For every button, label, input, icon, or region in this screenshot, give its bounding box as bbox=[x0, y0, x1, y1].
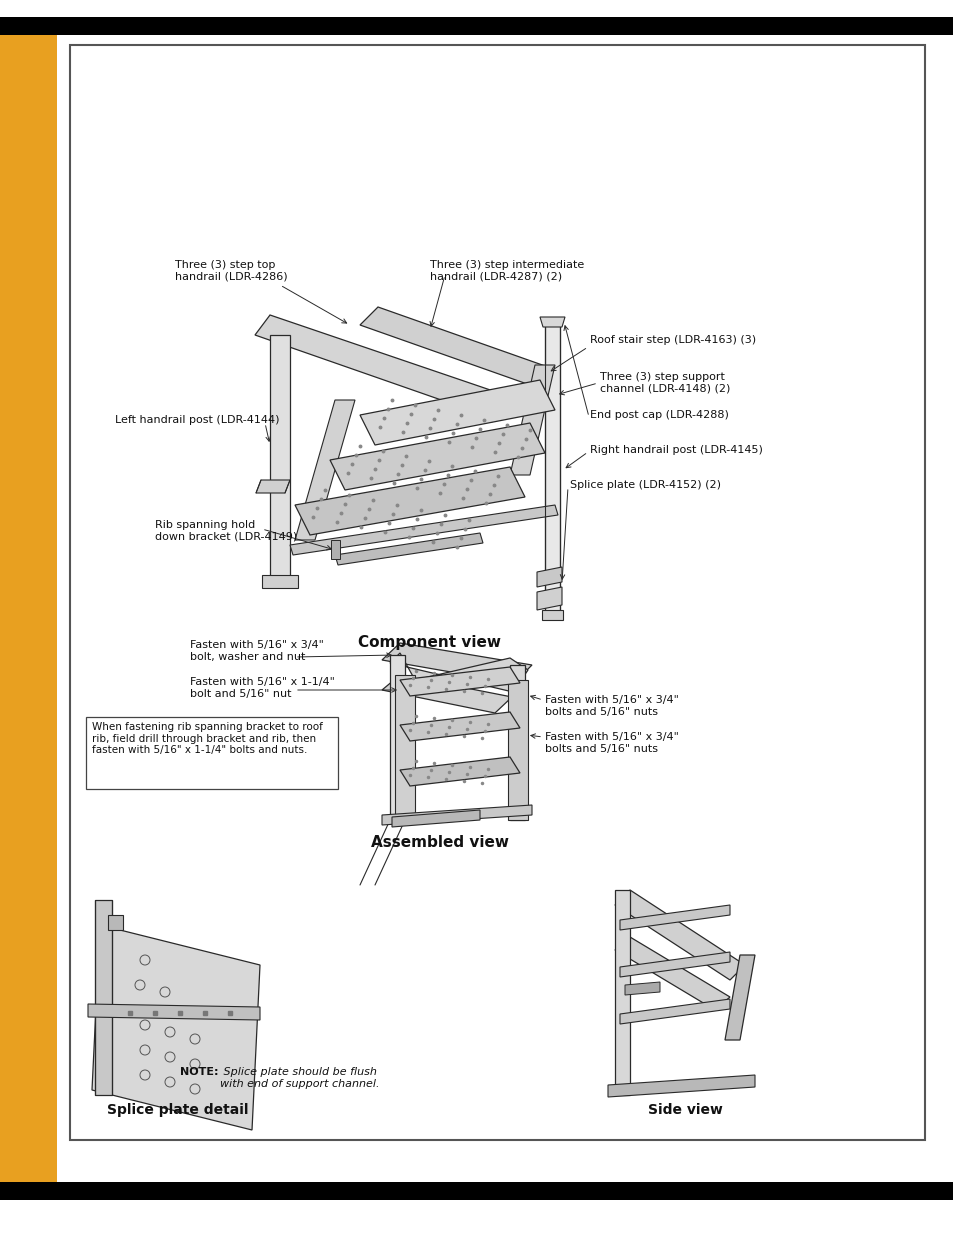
Text: Splice plate (LDR-4152) (2): Splice plate (LDR-4152) (2) bbox=[569, 480, 720, 490]
Polygon shape bbox=[270, 335, 290, 585]
Polygon shape bbox=[507, 680, 527, 820]
Polygon shape bbox=[615, 937, 729, 1010]
FancyBboxPatch shape bbox=[86, 718, 337, 789]
Polygon shape bbox=[539, 317, 564, 327]
Polygon shape bbox=[537, 587, 561, 610]
Polygon shape bbox=[488, 395, 510, 422]
Text: Splice plate detail: Splice plate detail bbox=[107, 1103, 249, 1116]
Polygon shape bbox=[390, 653, 527, 692]
Polygon shape bbox=[330, 424, 544, 490]
Text: Fasten with 5/16" x 1-1/4"
bolt and 5/16" nut: Fasten with 5/16" x 1-1/4" bolt and 5/16… bbox=[190, 677, 335, 699]
Polygon shape bbox=[390, 655, 405, 820]
Polygon shape bbox=[392, 810, 479, 827]
Polygon shape bbox=[619, 952, 729, 977]
Polygon shape bbox=[624, 982, 659, 995]
Text: Rib spanning hold
down bracket (LDR-4149): Rib spanning hold down bracket (LDR-4149… bbox=[154, 520, 297, 542]
Bar bbox=[0, 17, 953, 35]
Polygon shape bbox=[335, 534, 482, 564]
Text: Three (3) step intermediate
handrail (LDR-4287) (2): Three (3) step intermediate handrail (LD… bbox=[430, 261, 583, 282]
Polygon shape bbox=[359, 380, 555, 445]
Polygon shape bbox=[108, 915, 123, 930]
Polygon shape bbox=[399, 667, 519, 697]
Text: Side view: Side view bbox=[647, 1103, 721, 1116]
Polygon shape bbox=[91, 925, 260, 1130]
Text: NOTE:: NOTE: bbox=[180, 1067, 218, 1077]
Polygon shape bbox=[510, 664, 524, 820]
Polygon shape bbox=[615, 890, 629, 1095]
Text: Roof stair step (LDR-4163) (3): Roof stair step (LDR-4163) (3) bbox=[589, 335, 756, 345]
Text: When fastening rib spanning bracket to roof
rib, field drill through bracket and: When fastening rib spanning bracket to r… bbox=[91, 722, 322, 755]
Text: End post cap (LDR-4288): End post cap (LDR-4288) bbox=[589, 410, 728, 420]
Polygon shape bbox=[541, 610, 562, 620]
Text: Fasten with 5/16" x 3/4"
bolts and 5/16" nuts: Fasten with 5/16" x 3/4" bolts and 5/16"… bbox=[544, 695, 679, 716]
Polygon shape bbox=[381, 676, 512, 713]
Polygon shape bbox=[381, 805, 532, 825]
Polygon shape bbox=[619, 999, 729, 1024]
Polygon shape bbox=[724, 955, 754, 1040]
Polygon shape bbox=[359, 308, 547, 385]
Text: Left handrail post (LDR-4144): Left handrail post (LDR-4144) bbox=[115, 415, 279, 425]
Polygon shape bbox=[619, 905, 729, 930]
Polygon shape bbox=[510, 366, 555, 475]
FancyBboxPatch shape bbox=[70, 44, 924, 1140]
Polygon shape bbox=[537, 567, 561, 587]
Polygon shape bbox=[88, 1004, 260, 1020]
Polygon shape bbox=[290, 505, 558, 555]
Text: Component view: Component view bbox=[358, 635, 501, 650]
Bar bbox=[0, 1182, 953, 1200]
Polygon shape bbox=[395, 676, 415, 820]
Text: Right handrail post (LDR-4145): Right handrail post (LDR-4145) bbox=[589, 445, 762, 454]
Polygon shape bbox=[381, 643, 532, 683]
Polygon shape bbox=[255, 480, 290, 493]
Polygon shape bbox=[294, 467, 524, 535]
Polygon shape bbox=[331, 540, 339, 559]
Polygon shape bbox=[615, 890, 744, 981]
Polygon shape bbox=[544, 325, 559, 615]
Text: Three (3) step support
channel (LDR-4148) (2): Three (3) step support channel (LDR-4148… bbox=[599, 372, 730, 394]
Bar bbox=[0, 35, 57, 1200]
Polygon shape bbox=[399, 713, 519, 741]
Text: Fasten with 5/16" x 3/4"
bolts and 5/16" nuts: Fasten with 5/16" x 3/4" bolts and 5/16"… bbox=[544, 732, 679, 753]
Polygon shape bbox=[607, 1074, 754, 1097]
Text: Assembled view: Assembled view bbox=[371, 835, 509, 850]
Polygon shape bbox=[294, 400, 355, 540]
Text: Three (3) step top
handrail (LDR-4286): Three (3) step top handrail (LDR-4286) bbox=[174, 261, 287, 282]
Polygon shape bbox=[254, 315, 504, 417]
Text: Fasten with 5/16" x 3/4"
bolt, washer and nut: Fasten with 5/16" x 3/4" bolt, washer an… bbox=[190, 640, 323, 662]
Polygon shape bbox=[95, 900, 112, 1095]
Polygon shape bbox=[527, 367, 553, 391]
Polygon shape bbox=[262, 576, 297, 588]
Text: Splice plate should be flush
with end of support channel.: Splice plate should be flush with end of… bbox=[220, 1067, 379, 1088]
Polygon shape bbox=[399, 757, 519, 785]
